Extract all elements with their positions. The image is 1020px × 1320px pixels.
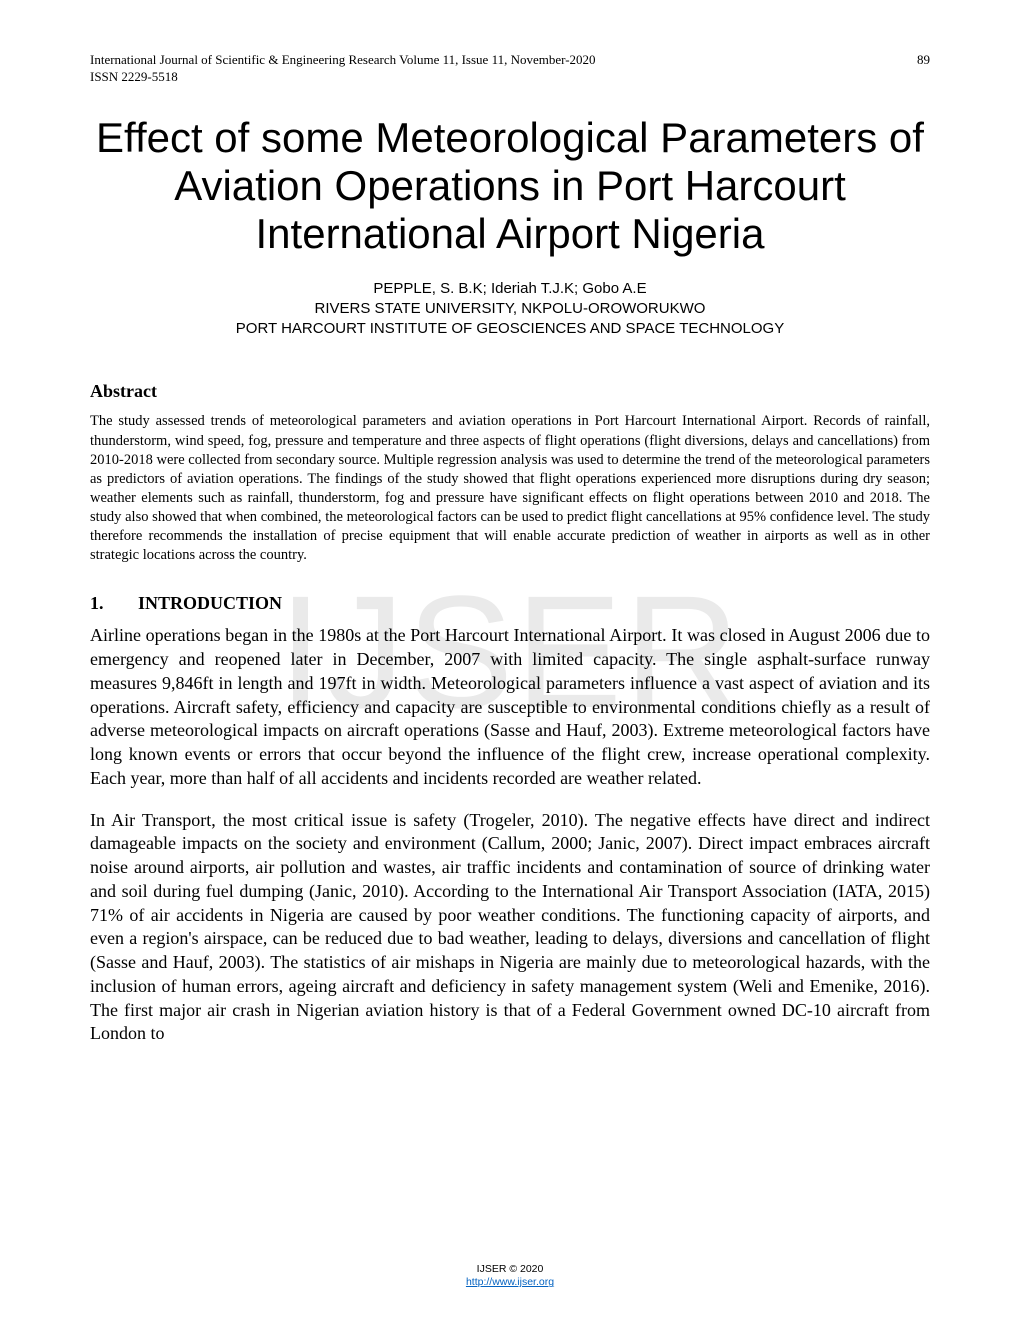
page-footer: IJSER © 2020 http://www.ijser.org xyxy=(0,1263,1020,1290)
journal-title-line: International Journal of Scientific & En… xyxy=(90,52,930,69)
issn-line: ISSN 2229-5518 xyxy=(90,69,930,86)
page-container: International Journal of Scientific & En… xyxy=(0,0,1020,1104)
authors-names: PEPPLE, S. B.K; Ideriah T.J.K; Gobo A.E xyxy=(90,279,930,299)
section-title: INTRODUCTION xyxy=(138,593,282,613)
paper-title: Effect of some Meteorological Parameters… xyxy=(90,114,930,259)
intro-paragraph-2: In Air Transport, the most critical issu… xyxy=(90,809,930,1047)
introduction-heading: 1.INTRODUCTION xyxy=(90,593,930,614)
abstract-heading: Abstract xyxy=(90,381,930,402)
footer-url-link[interactable]: http://www.ijser.org xyxy=(466,1276,554,1288)
page-header: International Journal of Scientific & En… xyxy=(90,52,930,86)
abstract-text: The study assessed trends of meteorologi… xyxy=(90,412,930,565)
author-block: PEPPLE, S. B.K; Ideriah T.J.K; Gobo A.E … xyxy=(90,279,930,340)
copyright-line: IJSER © 2020 xyxy=(0,1263,1020,1277)
intro-paragraph-1: Airline operations began in the 1980s at… xyxy=(90,624,930,790)
page-number: 89 xyxy=(917,52,930,68)
affiliation-line-1: RIVERS STATE UNIVERSITY, NKPOLU-OROWORUK… xyxy=(90,299,930,319)
section-number: 1. xyxy=(90,593,138,614)
affiliation-line-2: PORT HARCOURT INSTITUTE OF GEOSCIENCES A… xyxy=(90,319,930,339)
